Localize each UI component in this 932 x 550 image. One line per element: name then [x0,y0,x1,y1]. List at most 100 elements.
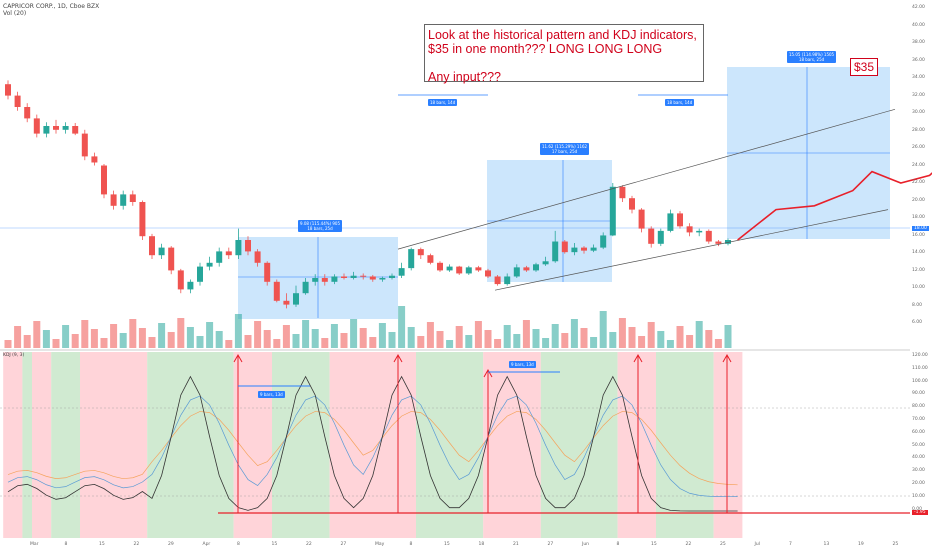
tooltip-2-bars: 17 bars, 25d [551,149,578,154]
time-tick: 19 [858,542,864,547]
time-tick: 22 [685,542,692,547]
volume-label: Vol (20) [3,10,27,17]
volume-bar-12 [119,333,127,348]
candle-body-46 [446,266,453,271]
volume-bar-11 [110,324,118,348]
candle-body-1 [14,95,21,107]
price-tick: 10.00 [912,285,925,290]
candle-body-69 [667,213,674,231]
price-target-label[interactable]: $35 [850,58,879,76]
kdj-zone-7 [272,352,330,538]
volume-bar-62 [599,311,607,348]
volume-bar-19 [186,327,194,348]
candle-body-32 [312,278,319,282]
candle-body-28 [273,281,280,301]
kdj-tick: 70.00 [912,417,925,422]
volume-bar-39 [378,323,386,348]
kdj-tick: 120.00 [912,353,928,358]
kdj-zone-1 [22,352,32,538]
kdj-zone-14 [713,352,743,538]
volume-bar-15 [148,337,156,348]
volume-bar-65 [628,327,636,348]
volume-bar-75 [724,325,732,348]
time-tick: May [375,542,385,547]
volume-bar-70 [676,326,684,348]
candle-body-61 [590,247,597,251]
volume-bar-24 [234,314,242,348]
price-tick: 42.00 [912,5,925,10]
volume-bar-27 [263,330,271,348]
candle-body-54 [523,267,530,271]
kdj-tooltip-1: 9 bars, 13d [258,391,285,398]
candle-body-19 [187,281,194,290]
candle-body-2 [24,107,31,119]
volume-bar-13 [129,319,137,348]
range-tooltip-1: 18 bars, 14d [428,99,458,106]
range-tooltip-2: 18 bars, 14d [665,99,695,106]
volume-bar-17 [167,332,175,348]
candle-body-73 [705,230,712,242]
volume-bar-30 [292,334,300,348]
volume-bar-48 [465,335,473,348]
candle-body-51 [494,276,501,285]
candle-body-8 [81,133,88,157]
candle-body-16 [158,247,165,256]
candle-body-41 [398,268,405,276]
candle-body-4 [43,126,50,134]
volume-bar-73 [705,330,713,348]
volume-bar-36 [350,319,358,348]
volume-bar-42 [407,327,415,348]
candle-body-11 [110,194,117,206]
volume-bar-54 [522,320,530,348]
candle-body-33 [321,278,328,282]
candle-body-65 [629,198,635,210]
price-tick: 32.00 [912,92,925,98]
volume-bar-64 [618,318,626,348]
candle-body-39 [379,278,386,280]
candle-body-45 [437,262,443,271]
volume-bar-44 [426,322,434,348]
time-tick: 29 [168,542,174,547]
candle-body-35 [341,276,347,278]
candle-body-47 [456,266,463,274]
kdj-tick: 110.00 [912,365,928,371]
volume-bar-72 [695,321,703,348]
kdj-tick: 30.00 [912,468,925,474]
price-tick: 38.00 [912,40,925,45]
candle-body-23 [225,251,232,256]
volume-bar-66 [638,336,646,348]
candle-body-50 [485,270,491,277]
time-tick: 13 [823,542,830,547]
kdj-zone-12 [617,352,656,538]
candle-body-29 [283,300,290,305]
kdj-tick: 100.00 [912,378,928,384]
candle-body-66 [638,209,645,229]
volume-bar-53 [513,334,521,348]
volume-bar-21 [206,322,214,348]
volume-bar-5 [52,339,60,348]
kdj-tick: 60.00 [912,429,925,435]
price-tick: 20.00 [912,197,925,203]
measure-tooltip-2: 11.62 (115.29%) 1162 17 bars, 25d [540,143,590,155]
annotation-line-2: $35 in one month??? LONG LONG LONG [428,42,663,56]
channel-lower [494,209,889,291]
candle-body-60 [581,247,587,251]
kdj-arrowhead-3 [633,353,643,363]
volume-bar-23 [225,340,233,348]
volume-bar-3 [33,321,41,348]
time-tick: Mar [30,542,39,547]
time-tick: 15 [99,542,105,547]
kdj-tick: 50.00 [912,442,925,448]
kdj-indicator-label: KDJ (9, 3) [3,353,25,358]
candle-body-21 [206,262,213,267]
candle-body-72 [696,230,703,233]
volume-bar-55 [532,329,540,348]
volume-bar-51 [494,339,502,348]
candle-body-22 [216,251,223,263]
volume-bar-57 [551,324,559,348]
volume-bar-9 [90,329,98,348]
kdj-zone-10 [483,352,541,538]
candle-body-24 [235,240,242,256]
annotation-note[interactable]: Look at the historical pattern and KDJ i… [424,24,704,84]
